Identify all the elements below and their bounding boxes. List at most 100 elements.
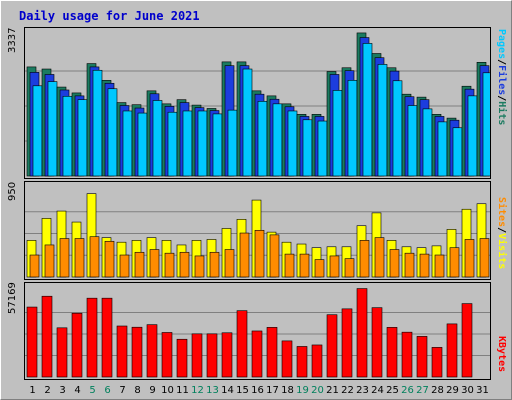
bar-sites-day-8 — [134, 251, 145, 278]
bar-pages-day-4 — [77, 99, 88, 177]
bar-sites-day-2 — [44, 244, 55, 278]
bar-kbytes-day-29 — [446, 323, 458, 378]
bar-pages-day-25 — [392, 80, 403, 177]
x-tick-label-7: 7 — [119, 385, 125, 396]
visits-sites-chart — [25, 193, 490, 278]
legend-pages: Pages — [496, 29, 507, 60]
x-tick-label-23: 23 — [356, 385, 369, 396]
bar-sites-day-7 — [119, 254, 130, 278]
x-tick-label-9: 9 — [149, 385, 155, 396]
bar-pages-day-16 — [257, 101, 268, 177]
bar-pages-day-29 — [452, 127, 463, 177]
kbytes-ymax-label: 57169 — [7, 282, 18, 314]
bar-kbytes-day-25 — [386, 327, 398, 378]
bar-sites-day-1 — [29, 254, 40, 278]
hits-files-pages-chart — [25, 32, 493, 177]
legend-visits: Visits — [496, 233, 507, 270]
x-tick-label-26: 26 — [401, 385, 414, 396]
bar-kbytes-day-9 — [146, 324, 158, 378]
x-tick-label-21: 21 — [326, 385, 339, 396]
bar-sites-day-29 — [449, 247, 460, 278]
bar-sites-day-5 — [89, 236, 100, 278]
x-tick-label-6: 6 — [104, 385, 110, 396]
x-tick-label-12: 12 — [191, 385, 204, 396]
bar-kbytes-day-17 — [266, 327, 278, 378]
legend-sites: Sites — [496, 197, 507, 228]
bar-sites-day-16 — [254, 229, 265, 278]
bar-pages-day-9 — [152, 100, 163, 177]
bar-kbytes-day-27 — [416, 336, 428, 378]
bar-kbytes-day-24 — [371, 307, 383, 378]
bar-sites-day-23 — [359, 240, 370, 278]
kbytes-panel — [24, 282, 491, 380]
x-tick-label-28: 28 — [431, 385, 444, 396]
x-tick-label-10: 10 — [161, 385, 174, 396]
x-tick-label-29: 29 — [446, 385, 459, 396]
bar-pages-day-13 — [212, 113, 223, 177]
bar-pages-day-26 — [407, 105, 418, 177]
bar-kbytes-day-6 — [101, 297, 113, 378]
bar-pages-day-27 — [422, 108, 433, 177]
kbytes-legend: KBytes — [496, 336, 507, 372]
bar-kbytes-day-11 — [176, 338, 188, 378]
x-tick-label-14: 14 — [221, 385, 234, 396]
x-tick-label-8: 8 — [134, 385, 140, 396]
x-tick-label-3: 3 — [59, 385, 65, 396]
bar-pages-day-2 — [47, 81, 58, 177]
bar-kbytes-day-7 — [116, 325, 128, 378]
x-tick-label-19: 19 — [296, 385, 309, 396]
bar-pages-day-17 — [272, 103, 283, 177]
bar-sites-day-26 — [404, 252, 415, 278]
bar-kbytes-day-3 — [56, 327, 68, 378]
bar-pages-day-23 — [362, 43, 373, 177]
bar-sites-day-12 — [194, 255, 205, 278]
bar-sites-day-13 — [209, 251, 220, 278]
bar-sites-day-27 — [419, 253, 430, 278]
x-axis-labels: 1 2 3 4 5 6 7 8 9 10 11 12 13 14 15 16 17 18 19 20 21 22 23 24 2… — [29, 385, 489, 396]
bar-sites-day-25 — [389, 249, 400, 278]
bar-pages-day-28 — [437, 121, 448, 177]
bar-kbytes-day-12 — [191, 333, 203, 378]
bar-sites-day-24 — [374, 237, 385, 278]
visits-sites-panel — [24, 181, 491, 280]
x-tick-label-25: 25 — [386, 385, 399, 396]
bar-sites-day-21 — [329, 255, 340, 278]
hits-ymax-label: 3337 — [7, 27, 18, 53]
x-tick-label-11: 11 — [176, 385, 189, 396]
bar-pages-day-24 — [377, 64, 388, 177]
bar-sites-day-31 — [479, 238, 490, 278]
bar-sites-day-11 — [179, 251, 190, 278]
x-tick-label-17: 17 — [266, 385, 279, 396]
bar-sites-day-3 — [59, 238, 70, 278]
bar-sites-day-17 — [269, 234, 280, 278]
bar-pages-day-19 — [302, 119, 313, 177]
visits-ymax-label: 950 — [7, 181, 18, 201]
bar-kbytes-day-23 — [356, 288, 368, 378]
bar-sites-day-6 — [104, 240, 115, 278]
bar-pages-day-30 — [467, 95, 478, 177]
x-tick-label-31: 31 — [476, 385, 489, 396]
x-tick-label-13: 13 — [206, 385, 219, 396]
bar-pages-day-22 — [347, 80, 358, 177]
bar-sites-day-19 — [299, 253, 310, 278]
legend-hits: Hits — [496, 101, 507, 126]
bar-kbytes-day-8 — [131, 326, 143, 378]
x-tick-label-16: 16 — [251, 385, 264, 396]
bar-pages-day-14 — [227, 109, 238, 177]
bar-pages-day-5 — [92, 69, 103, 177]
bar-pages-day-12 — [197, 110, 208, 177]
bar-pages-day-7 — [122, 110, 133, 177]
bar-sites-day-9 — [149, 249, 160, 278]
bar-kbytes-day-20 — [311, 344, 323, 378]
bar-sites-day-15 — [239, 232, 250, 278]
bar-pages-day-1 — [32, 85, 43, 177]
bar-sites-day-22 — [344, 258, 355, 278]
bar-pages-day-6 — [107, 88, 118, 177]
bar-kbytes-day-21 — [326, 314, 338, 378]
bar-pages-day-31 — [482, 72, 493, 177]
bar-pages-day-15 — [242, 68, 253, 177]
x-tick-label-18: 18 — [281, 385, 294, 396]
bar-sites-day-20 — [314, 259, 325, 278]
bar-kbytes-day-18 — [281, 340, 293, 378]
bar-pages-day-3 — [62, 95, 73, 177]
